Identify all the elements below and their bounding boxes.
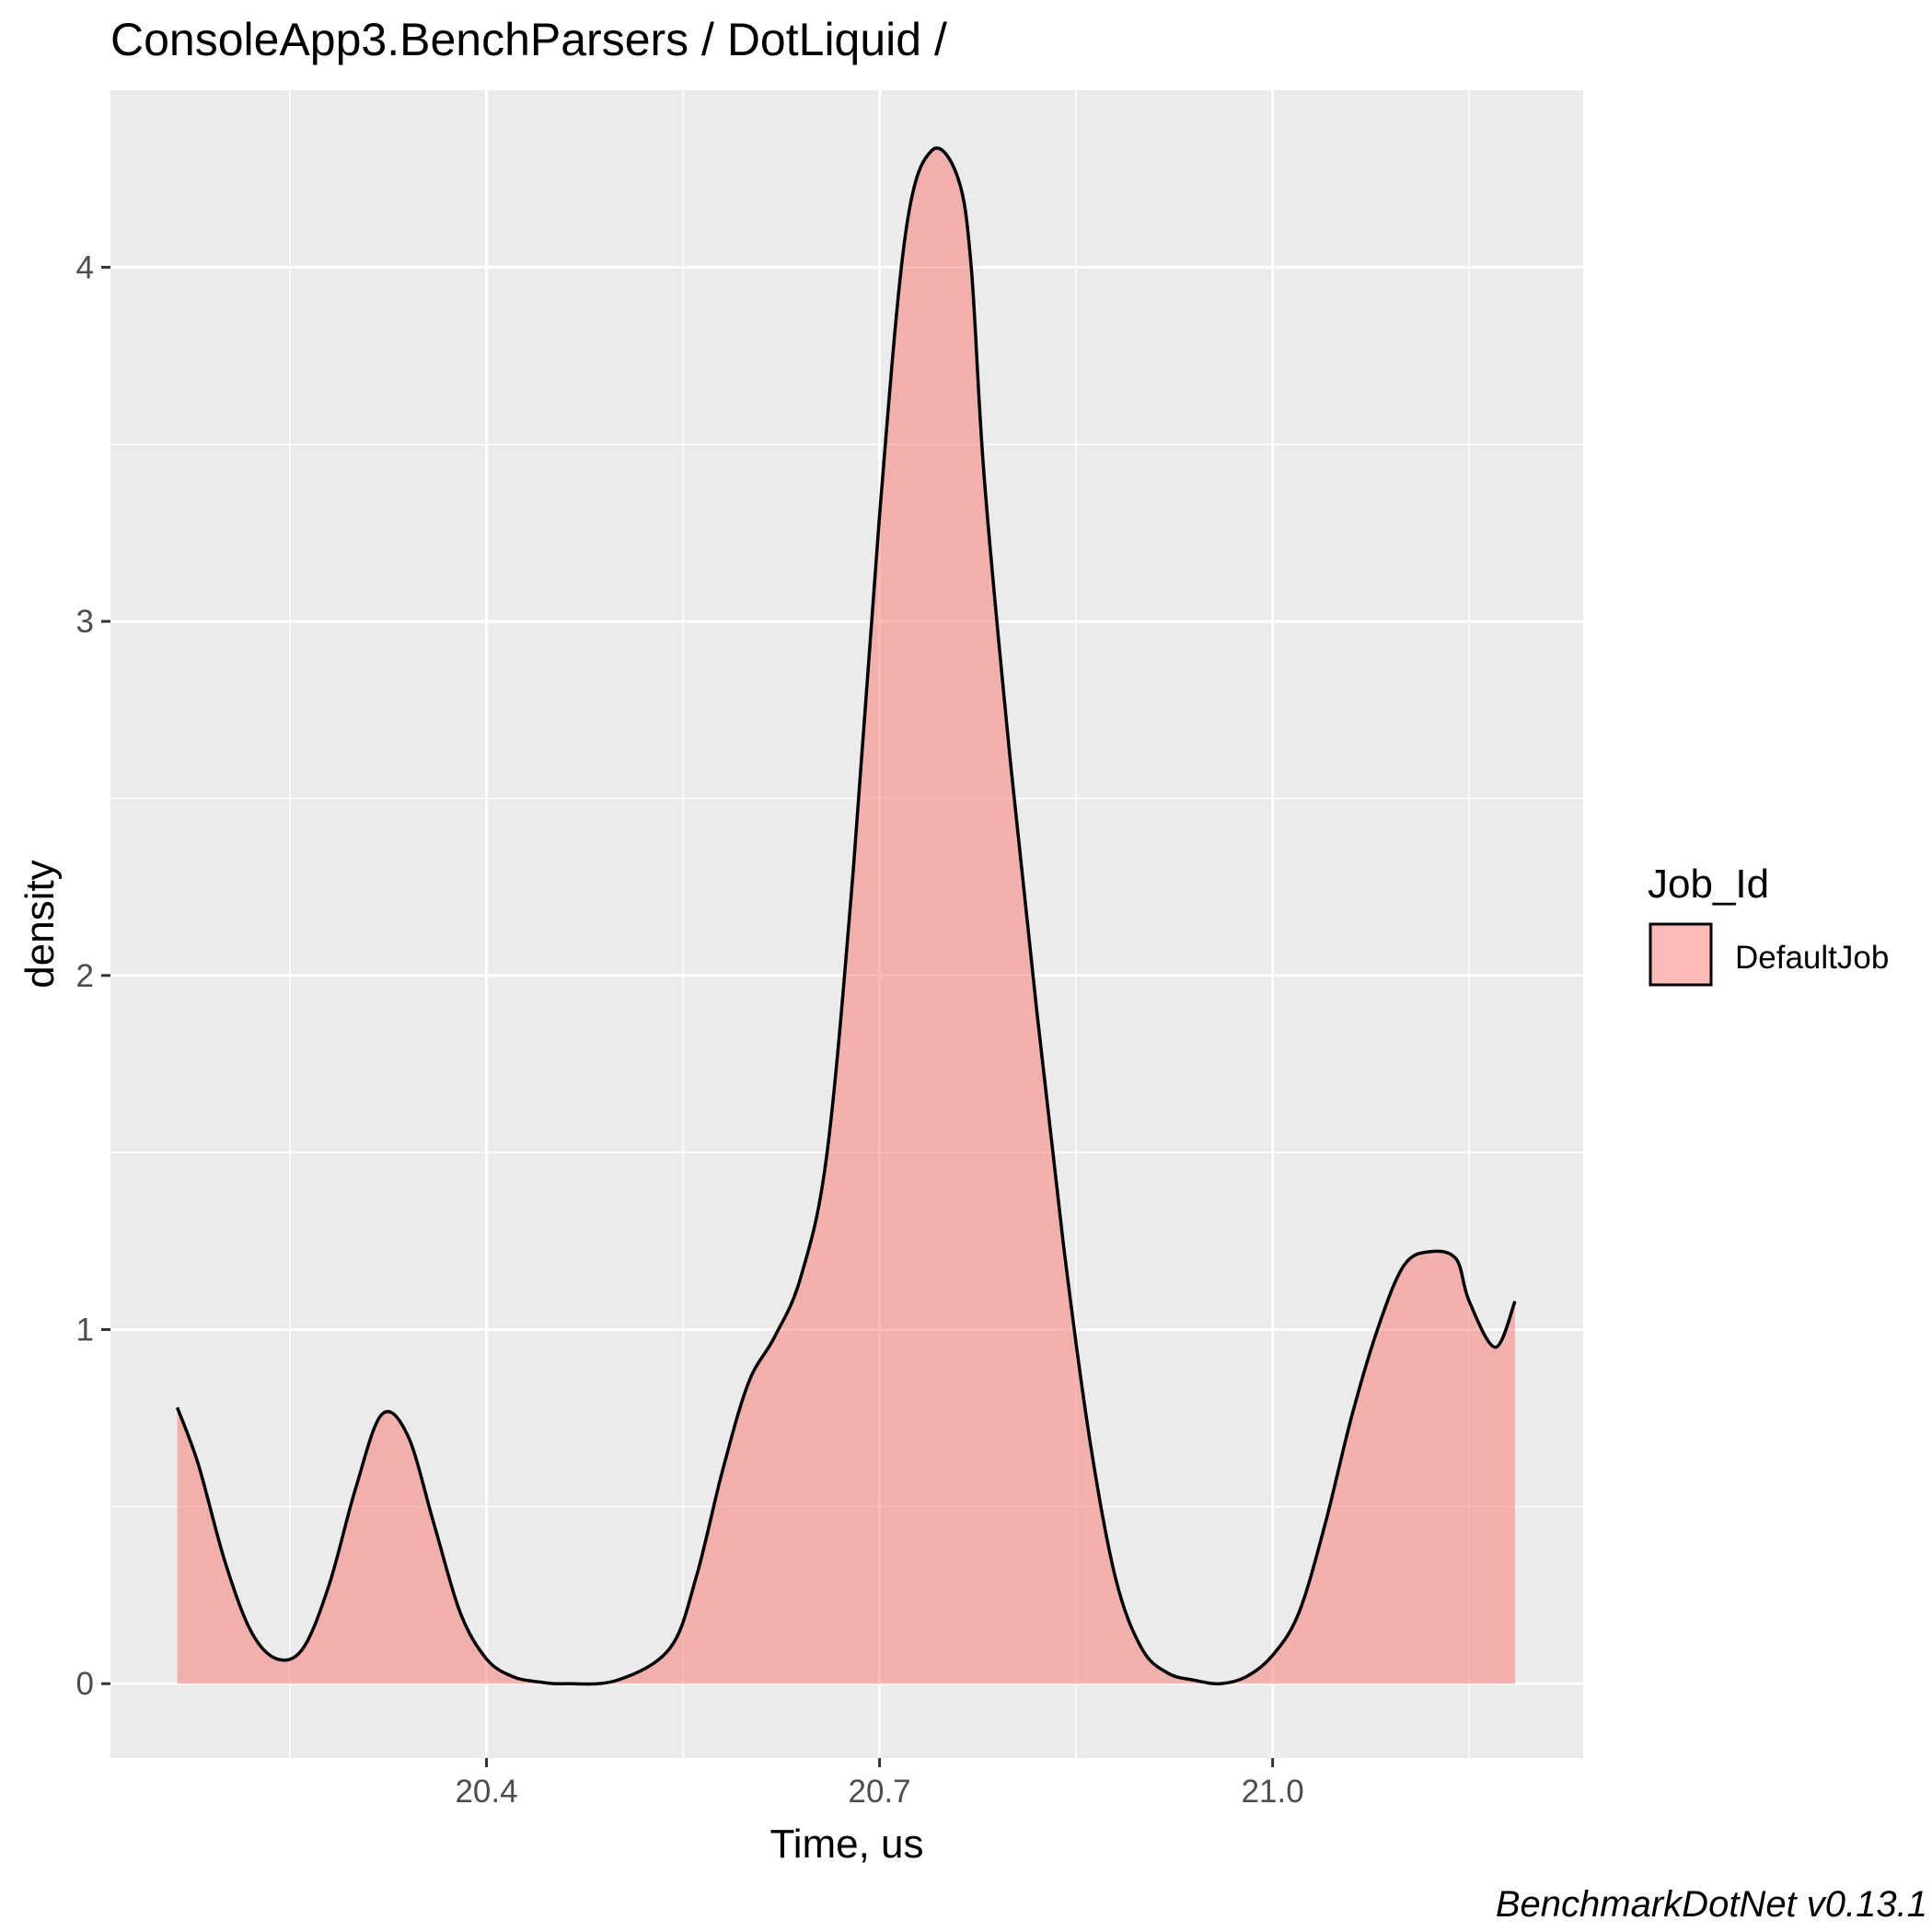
density-area-0 — [177, 147, 1516, 1684]
axis-layer: 20.4 20.7 21.0 0 1 2 3 4 — [76, 249, 1304, 1810]
legend: Job_Id DefaultJob — [1648, 862, 1889, 987]
y-axis-title: density — [17, 860, 63, 988]
y-tick-label: 3 — [76, 604, 94, 640]
series-layer — [175, 146, 1517, 1686]
legend-title: Job_Id — [1648, 862, 1769, 907]
x-tick-label: 20.7 — [849, 1774, 911, 1810]
y-tick-label: 0 — [76, 1666, 94, 1702]
x-tick-label: 20.4 — [455, 1774, 517, 1810]
x-axis-title: Time, us — [769, 1822, 923, 1867]
chart-title: ConsoleApp3.BenchParsers / DotLiquid / — [110, 14, 947, 65]
y-tick-label: 4 — [76, 249, 94, 285]
legend-label-defaultjob: DefaultJob — [1735, 940, 1889, 976]
legend-key-defaultjob — [1649, 922, 1713, 987]
y-tick-label: 2 — [76, 958, 94, 994]
density-line-0 — [175, 146, 1517, 1686]
caption: BenchmarkDotNet v0.13.1 — [1496, 1884, 1927, 1925]
y-tick-label: 1 — [76, 1312, 94, 1348]
x-tick-label: 21.0 — [1242, 1774, 1304, 1810]
